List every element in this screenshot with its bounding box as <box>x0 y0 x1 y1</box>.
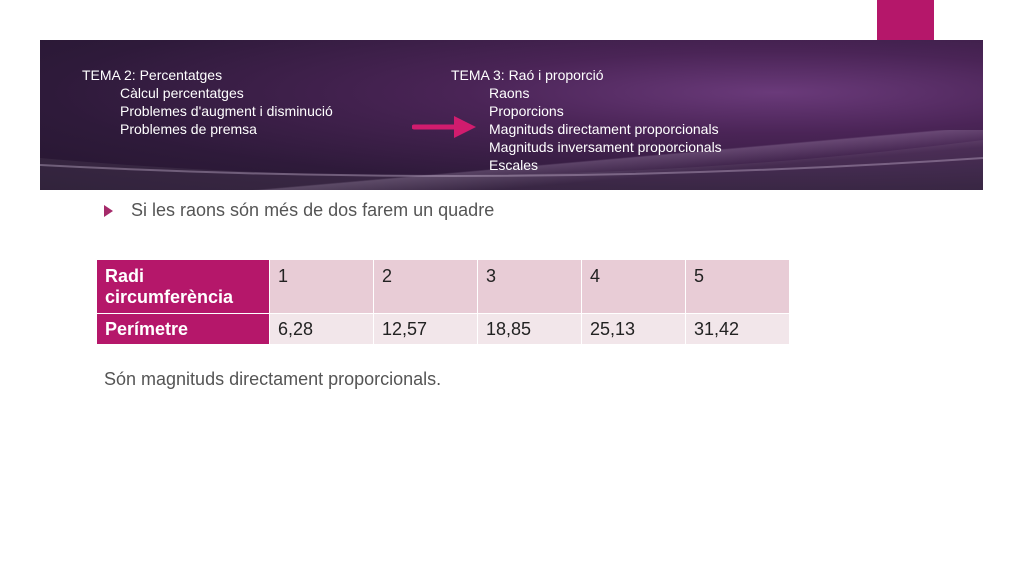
right-arrow-icon <box>412 116 476 138</box>
bullet-text: Si les raons són més de dos farem un qua… <box>131 200 495 220</box>
tema3-item: Escales <box>489 157 539 173</box>
proportion-table: Radi circumferència 1 2 3 4 5 Perímetre … <box>96 259 790 345</box>
tema2-block: TEMA 2: Percentatges Càlcul percentatges… <box>82 66 333 138</box>
tema2-title: TEMA 2: Percentatges <box>82 67 223 83</box>
row-header-perimetre: Perímetre <box>96 313 270 345</box>
tema3-title: TEMA 3: Raó i proporció <box>451 67 604 83</box>
tema2-item: Problemes de premsa <box>120 121 257 137</box>
row-header-radi: Radi circumferència <box>96 259 270 314</box>
tema3-block: TEMA 3: Raó i proporció Raons Proporcion… <box>451 66 722 174</box>
table-cell: 25,13 <box>581 313 686 345</box>
bullet-arrow-icon <box>104 204 113 217</box>
tema3-item: Magnituds inversament proporcionals <box>489 139 722 155</box>
tema3-item: Proporcions <box>489 103 564 119</box>
table-cell: 31,42 <box>685 313 790 345</box>
header-band <box>40 40 983 190</box>
table-cell: 18,85 <box>477 313 582 345</box>
table-row: Radi circumferència 1 2 3 4 5 <box>96 259 790 314</box>
tema2-item: Problemes d'augment i disminució <box>120 103 333 119</box>
tema3-item: Raons <box>489 85 530 101</box>
table-cell: 4 <box>581 259 686 314</box>
table-cell: 12,57 <box>373 313 478 345</box>
table-cell: 6,28 <box>269 313 374 345</box>
tema2-item: Càlcul percentatges <box>120 85 244 101</box>
tema3-item: Magnituds directament proporcionals <box>489 121 719 137</box>
table-cell: 3 <box>477 259 582 314</box>
table-cell: 1 <box>269 259 374 314</box>
bullet-point: Si les raons són més de dos farem un qua… <box>104 200 494 221</box>
conclusion-text: Són magnituds directament proporcionals. <box>104 369 442 389</box>
table-cell: 5 <box>685 259 790 314</box>
table-cell: 2 <box>373 259 478 314</box>
table-row: Perímetre 6,28 12,57 18,85 25,13 31,42 <box>96 313 790 345</box>
